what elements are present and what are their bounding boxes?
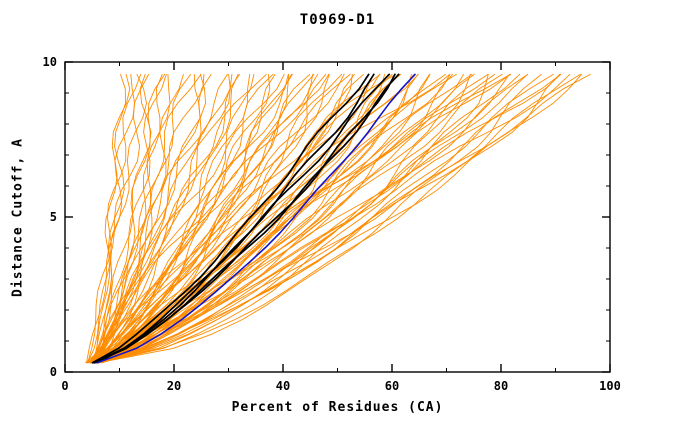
y-tick-label: 10 [43,55,57,69]
model-curve [93,73,285,364]
model-curve [93,73,562,364]
model-curve [100,73,330,364]
model-curve [94,73,451,364]
model-curve [91,73,231,364]
model-curve [86,73,136,364]
model-curve [93,73,510,364]
model-curve [92,73,126,364]
model-curve [96,73,391,364]
chart-title: T0969-D1 [299,12,376,28]
model-curve [91,73,370,364]
model-curve [94,73,251,364]
model-curve [90,73,351,364]
x-tick-label: 40 [276,379,290,393]
model-curve [93,73,375,364]
model-curve [89,73,503,364]
model-curve [96,73,521,364]
x-axis-label: Percent of Residues (CA) [231,400,444,415]
model-curve [95,73,571,364]
model-curve [98,73,542,364]
x-tick-label: 60 [385,379,399,393]
model-curve [93,73,267,364]
model-curve [87,73,381,364]
model-curve [96,73,416,364]
model-curve [88,73,152,364]
model-curve [92,73,582,364]
model-curve [90,73,562,364]
model-curve [98,73,489,364]
model-curve [91,73,271,364]
model-curve [96,73,201,364]
model-curve [96,73,327,364]
model-curve [86,73,274,364]
y-tick-label: 0 [50,365,57,379]
x-tick-label: 20 [167,379,181,393]
model-curve [89,73,473,364]
y-axis-label: Distance Cutoff, A [10,138,26,297]
model-curve [88,73,591,364]
model-curve [98,73,355,364]
model-curve [101,73,131,364]
x-tick-label: 0 [61,379,68,393]
y-tick-label: 5 [50,210,57,224]
model-curve [90,73,412,364]
model-curve [99,73,255,364]
model-curve [95,73,228,364]
model-curve [92,73,393,364]
x-tick-label: 80 [494,379,508,393]
model-curve [95,73,166,364]
model-curve [98,73,184,364]
x-tick-label: 100 [599,379,621,393]
model-curve [96,73,489,364]
model-curve [85,73,240,364]
model-curve [94,73,561,364]
model-curve [90,73,292,364]
model-curve [90,73,202,364]
model-curve [87,73,290,364]
model-curve [93,73,511,364]
model-curve [99,73,293,364]
model-curve [94,73,400,364]
